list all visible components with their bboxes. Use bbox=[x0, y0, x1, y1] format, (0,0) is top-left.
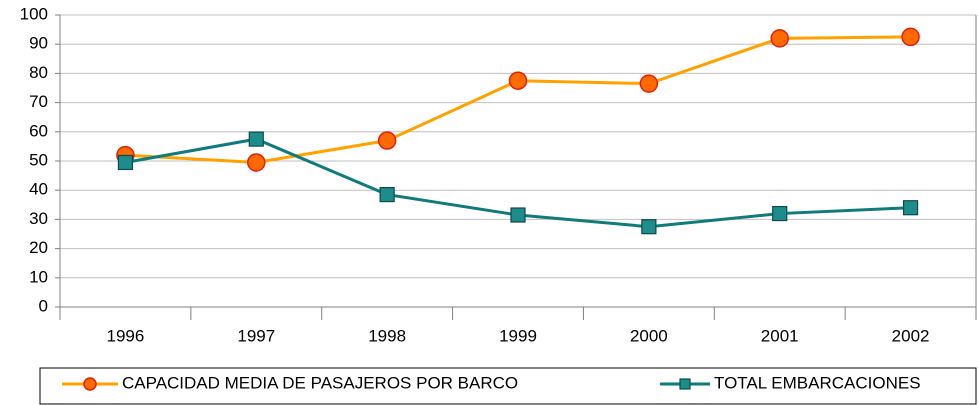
y-tick-label: 20 bbox=[29, 238, 48, 257]
y-tick-label: 90 bbox=[29, 34, 48, 53]
marker bbox=[901, 27, 920, 47]
x-tick-label: 2002 bbox=[892, 326, 930, 345]
legend-label: CAPACIDAD MEDIA DE PASAJEROS POR BARCO bbox=[122, 373, 518, 392]
marker bbox=[508, 71, 528, 90]
legend-marker bbox=[679, 378, 691, 390]
legend-label: TOTAL EMBARCACIONES bbox=[714, 373, 921, 392]
x-tick-label: 1996 bbox=[107, 326, 145, 345]
y-tick-label: 10 bbox=[29, 267, 48, 286]
series-line bbox=[125, 35, 911, 164]
y-tick-label: 40 bbox=[29, 180, 48, 199]
marker bbox=[510, 207, 526, 223]
marker bbox=[770, 29, 789, 48]
legend-marker bbox=[83, 377, 97, 391]
x-tick-label: 1998 bbox=[368, 326, 406, 345]
y-tick-label: 100 bbox=[20, 4, 48, 23]
y-tick-label: 50 bbox=[29, 150, 48, 169]
marker bbox=[379, 186, 395, 203]
legend-box bbox=[39, 367, 977, 405]
marker bbox=[641, 219, 657, 235]
y-tick-label: 0 bbox=[39, 296, 48, 315]
marker bbox=[772, 205, 788, 222]
x-tick-label: 2000 bbox=[630, 326, 668, 345]
marker bbox=[377, 131, 397, 150]
x-tick-label: 1997 bbox=[237, 326, 275, 345]
marker bbox=[117, 154, 134, 171]
y-tick-label: 80 bbox=[29, 63, 48, 82]
marker bbox=[247, 153, 266, 172]
y-tick-label: 60 bbox=[29, 121, 48, 140]
y-tick-label: 70 bbox=[29, 92, 48, 111]
marker bbox=[902, 200, 919, 216]
marker bbox=[248, 131, 264, 147]
x-tick-label: 1999 bbox=[499, 326, 537, 345]
y-tick-label: 30 bbox=[29, 209, 48, 228]
marker bbox=[639, 74, 659, 93]
x-tick-label: 2001 bbox=[761, 326, 799, 345]
